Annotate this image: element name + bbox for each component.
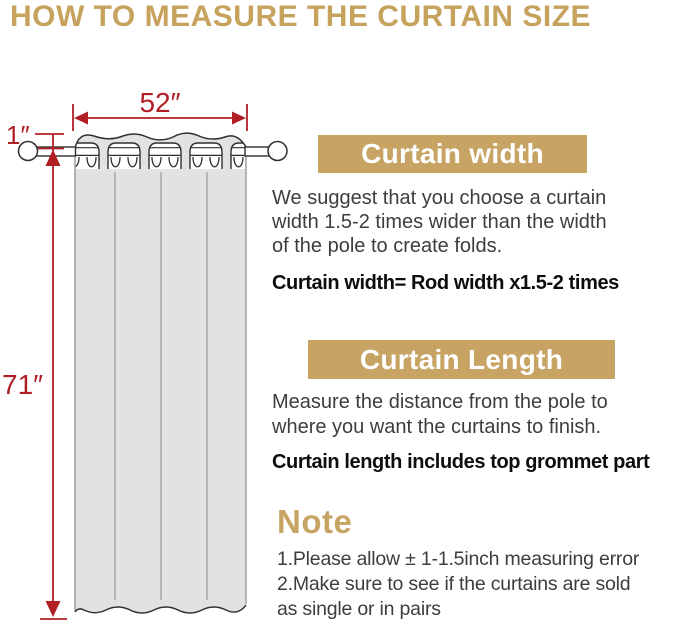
- curtain-width-heading-label: Curtain width: [361, 138, 544, 169]
- section-heading-curtain-length: Curtain Length: [308, 340, 615, 379]
- note-line: 2.Make sure to see if the curtains are s…: [277, 573, 631, 595]
- width-arrowhead-right: [232, 111, 246, 125]
- page-title: HOW TO MEASURE THE CURTAIN SIZE: [10, 0, 592, 33]
- note-line: as single or in pairs: [277, 598, 441, 620]
- rod-bar-right: [244, 146, 270, 157]
- note-line: 1.Please allow ± 1-1.5inch measuring err…: [277, 548, 640, 570]
- grommet: [75, 142, 100, 169]
- grommet: [107, 142, 141, 169]
- offset-dimension-label: 1″: [6, 120, 30, 150]
- curtain-width-paragraph: We suggest that you choose a curtain wid…: [272, 186, 607, 258]
- curtain-length-formula: Curtain length includes top grommet part: [272, 451, 650, 473]
- curtain-fold-lines: [114, 172, 208, 600]
- curtain-width-formula: Curtain width= Rod width x1.5-2 times: [272, 272, 619, 294]
- grommet: [189, 142, 223, 169]
- curtain-length-paragraph: Measure the distance from the pole to wh…: [272, 390, 608, 440]
- curtain-measurement-diagram: 52″ 1″ 71″: [2, 87, 288, 620]
- grommet: [230, 142, 246, 169]
- width-dimension-label: 52″: [139, 87, 180, 118]
- note-heading: Note: [277, 503, 353, 540]
- paragraph-line: width 1.5-2 times wider than the width: [272, 211, 607, 233]
- paragraph-line: where you want the curtains to finish.: [272, 416, 602, 438]
- curtain-edges: [74, 132, 247, 614]
- width-arrowhead-left: [74, 111, 88, 125]
- length-dimension-label: 71″: [2, 369, 43, 400]
- section-heading-curtain-width: Curtain width: [318, 135, 587, 173]
- rod-finial-left: [17, 140, 39, 162]
- note-list: 1.Please allow ± 1-1.5inch measuring err…: [277, 547, 639, 622]
- paragraph-line: We suggest that you choose a curtain: [272, 187, 607, 209]
- paragraph-line: of the pole to create folds.: [272, 235, 503, 257]
- curtain-length-heading-label: Curtain Length: [359, 343, 564, 375]
- length-arrowhead-down: [45, 601, 61, 617]
- measurement-labels: 52″ 1″ 71″: [2, 87, 181, 400]
- grommet: [148, 142, 182, 169]
- curtain-panel: [75, 133, 246, 613]
- rod-finial-right: [267, 140, 288, 162]
- length-arrowhead-up: [45, 149, 61, 166]
- paragraph-line: Measure the distance from the pole to: [272, 391, 608, 413]
- grommets: [75, 142, 246, 169]
- measurement-marks: [35, 104, 248, 620]
- curtain-rod: [17, 140, 288, 162]
